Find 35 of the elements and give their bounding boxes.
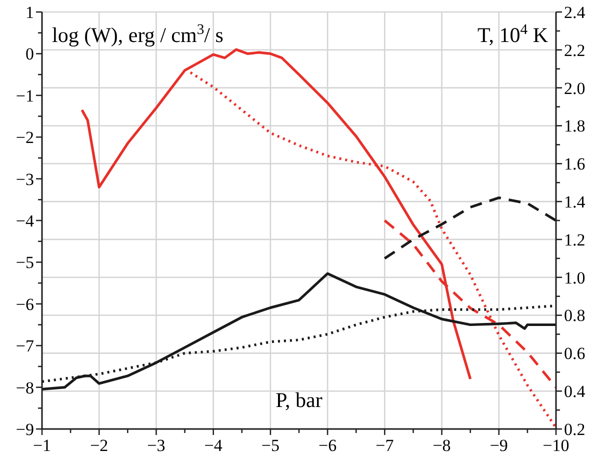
y2-tick-label: 1.2 <box>564 230 586 250</box>
y-tick-label: 1 <box>26 2 34 22</box>
y2-tick-label: 2.2 <box>564 40 586 60</box>
x-axis-title: P, bar <box>276 388 322 412</box>
y-tick-label: −6 <box>16 294 34 314</box>
x-tick-label: −9 <box>490 436 508 455</box>
y2-tick-label: 0.8 <box>564 306 586 326</box>
y2-tick-label: 0.6 <box>564 344 586 364</box>
y2-axis-title: T, 10$^{4}$ K <box>477 22 548 47</box>
y-tick-label: −3 <box>16 170 34 189</box>
y-tick-label: −7 <box>16 336 34 356</box>
x-tick-label: −7 <box>376 436 394 455</box>
y2-tick-label: 0.4 <box>564 382 586 402</box>
x-tick-label: −4 <box>204 436 223 455</box>
y-tick-label: −8 <box>16 378 34 398</box>
y2-tick-label: 1.6 <box>564 154 586 174</box>
x-tick-label: −5 <box>261 436 280 455</box>
y-axis-title: log (W), erg / cm$^{3}$/ s <box>52 22 224 47</box>
y-tick-label: −2 <box>16 128 34 148</box>
y2-tick-label: 1.0 <box>564 268 586 288</box>
y2-tick-label: 1.8 <box>564 116 586 136</box>
y2-tick-label: 0.2 <box>564 420 586 439</box>
x-tick-label: −6 <box>318 436 337 455</box>
y-tick-label: −5 <box>16 253 34 272</box>
y-tick-label: −9 <box>16 420 34 439</box>
y2-tick-label: 2.0 <box>564 78 586 98</box>
y-tick-label: −4 <box>16 211 34 230</box>
y-tick-label: 0 <box>26 44 34 64</box>
x-tick-label: −8 <box>432 436 451 455</box>
x-tick-label: −3 <box>147 436 166 455</box>
y2-tick-label: 1.4 <box>564 192 586 212</box>
y-tick-label: −1 <box>16 86 34 106</box>
x-tick-label: −10 <box>542 436 570 455</box>
y2-tick-label: 2.4 <box>564 2 586 22</box>
x-tick-label: −2 <box>90 436 108 455</box>
